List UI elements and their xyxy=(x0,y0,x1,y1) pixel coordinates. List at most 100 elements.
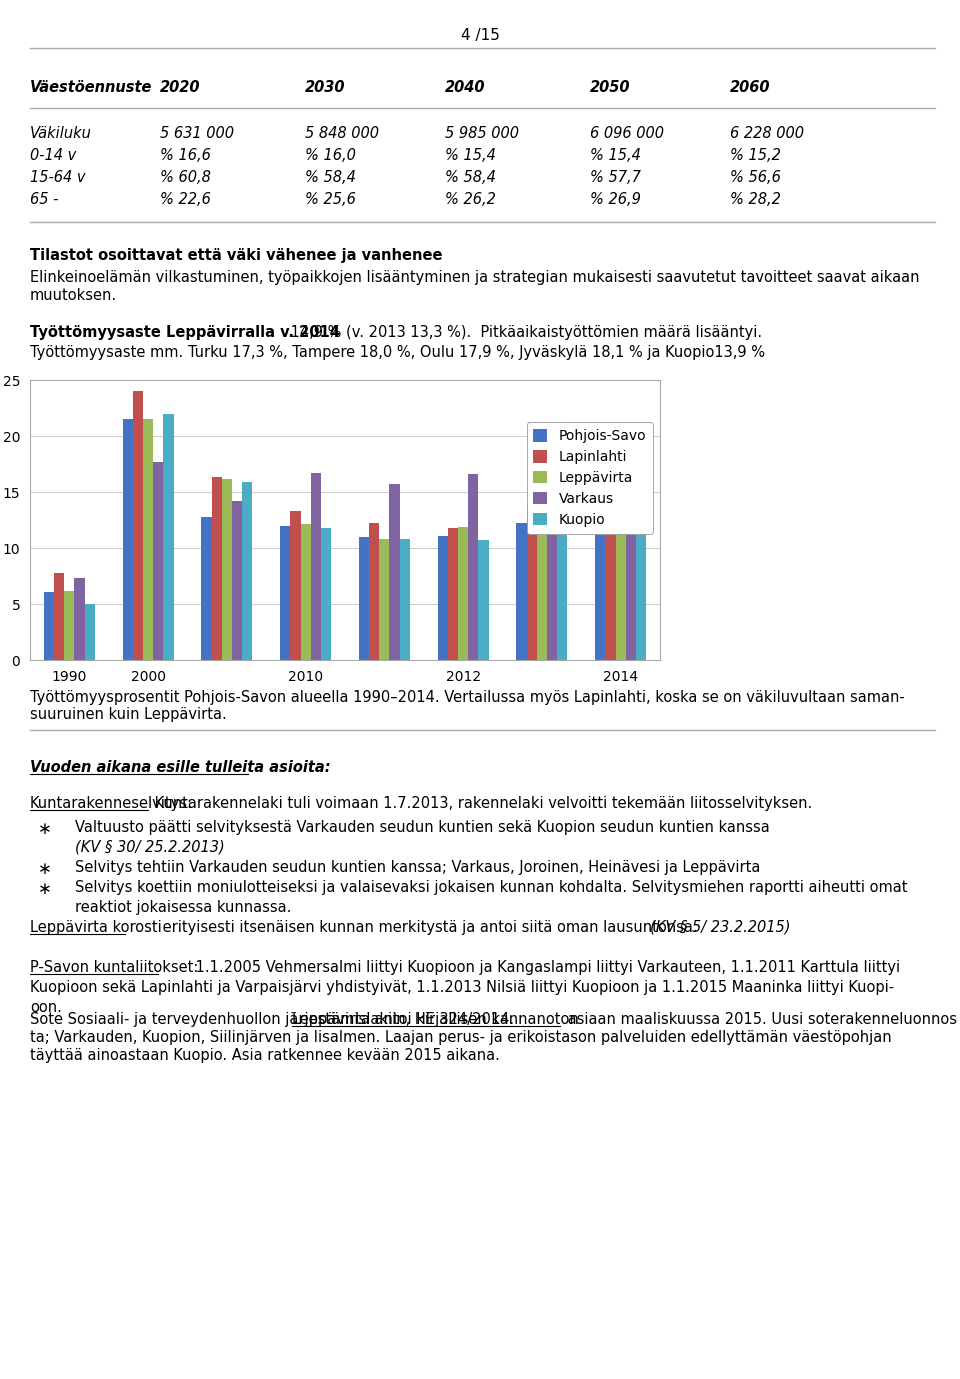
Text: suuruinen kuin Leppävirta.: suuruinen kuin Leppävirta. xyxy=(30,707,227,723)
Text: reaktiot jokaisessa kunnassa.: reaktiot jokaisessa kunnassa. xyxy=(75,900,292,916)
Text: Kuntarakennelaki tuli voimaan 1.7.2013, rakennelaki velvoitti tekemään liitossel: Kuntarakennelaki tuli voimaan 1.7.2013, … xyxy=(150,796,812,811)
Text: 2030: 2030 xyxy=(305,80,346,95)
Bar xyxy=(202,517,211,661)
Text: täyttää ainoastaan Kuopio. Asia ratkennee kevään 2015 aikana.: täyttää ainoastaan Kuopio. Asia ratkenne… xyxy=(30,1048,500,1063)
Bar xyxy=(516,524,526,661)
Text: % 56,6: % 56,6 xyxy=(730,170,780,185)
Text: 5 985 000: 5 985 000 xyxy=(445,125,519,141)
Bar xyxy=(438,535,447,661)
Bar xyxy=(132,392,143,661)
Text: 1.1.2005 Vehmersalmi liittyi Kuopioon ja Kangaslampi liittyi Varkauteen, 1.1.201: 1.1.2005 Vehmersalmi liittyi Kuopioon ja… xyxy=(191,960,900,975)
Bar xyxy=(54,572,64,661)
Text: ∗: ∗ xyxy=(38,880,52,898)
Text: P-Savon kuntaliitokset:: P-Savon kuntaliitokset: xyxy=(30,960,199,975)
Text: Kuntarakenneselvitys:: Kuntarakenneselvitys: xyxy=(30,796,193,811)
Text: 65 -: 65 - xyxy=(30,192,59,207)
Text: Leppävirta antoi kirjallisen kannanoton: Leppävirta antoi kirjallisen kannanoton xyxy=(292,1012,579,1027)
Text: % 15,2: % 15,2 xyxy=(730,148,780,163)
Text: Työttömyysaste Leppävirralla v. 2014: Työttömyysaste Leppävirralla v. 2014 xyxy=(30,325,340,341)
Text: 6 096 000: 6 096 000 xyxy=(590,125,664,141)
Bar xyxy=(547,461,557,661)
Bar xyxy=(232,501,242,661)
Text: Työttömyysprosentit Pohjois-Savon alueella 1990–2014. Vertailussa myös Lapinlaht: Työttömyysprosentit Pohjois-Savon alueel… xyxy=(30,690,904,705)
Text: Vuoden aikana esille tulleita asioita:: Vuoden aikana esille tulleita asioita: xyxy=(30,760,330,775)
Text: ∗: ∗ xyxy=(38,821,52,838)
Bar xyxy=(626,467,636,661)
Bar xyxy=(290,512,300,661)
Bar xyxy=(64,590,75,661)
Text: % 57,7: % 57,7 xyxy=(590,170,641,185)
Bar xyxy=(636,517,646,661)
Text: (KV § 30/ 25.2.2013): (KV § 30/ 25.2.2013) xyxy=(75,840,225,855)
Text: 4 /15: 4 /15 xyxy=(461,28,499,43)
Text: % 22,6: % 22,6 xyxy=(160,192,211,207)
Bar xyxy=(321,528,331,661)
Text: Sosiaali- ja terveydenhuollon järjestämislakiin, HE 324/2014.: Sosiaali- ja terveydenhuollon järjestämi… xyxy=(63,1012,518,1027)
Text: % 26,2: % 26,2 xyxy=(445,192,496,207)
Bar xyxy=(537,520,547,661)
Bar xyxy=(123,419,132,661)
Bar xyxy=(369,524,379,661)
Text: % 26,9: % 26,9 xyxy=(590,192,641,207)
Bar xyxy=(468,474,478,661)
Bar xyxy=(399,539,410,661)
Bar xyxy=(84,604,95,661)
Text: Leppävirta korosti: Leppävirta korosti xyxy=(30,920,161,935)
Bar xyxy=(595,514,605,661)
Text: Väestöennuste: Väestöennuste xyxy=(30,80,153,95)
Bar xyxy=(44,592,54,661)
Bar xyxy=(222,479,232,661)
Text: Kuopioon sekä Lapinlahti ja Varpaisjärvi yhdistyivät, 1.1.2013 Nilsiä liittyi Ku: Kuopioon sekä Lapinlahti ja Varpaisjärvi… xyxy=(30,980,894,996)
Text: ta; Varkauden, Kuopion, Siilinjärven ja Iisalmen. Laajan perus- ja erikoistason : ta; Varkauden, Kuopion, Siilinjärven ja … xyxy=(30,1030,892,1045)
Bar xyxy=(478,541,489,661)
Text: oon.: oon. xyxy=(30,1000,61,1015)
Bar xyxy=(390,484,399,661)
Text: % 15,4: % 15,4 xyxy=(445,148,496,163)
Text: ∗: ∗ xyxy=(38,860,52,878)
Text: Elinkeinoelämän vilkastuminen, työpaikkojen lisääntyminen ja strategian mukaises: Elinkeinoelämän vilkastuminen, työpaikko… xyxy=(30,270,920,285)
Bar xyxy=(447,528,458,661)
Bar xyxy=(615,512,626,661)
Text: Selvitys koettiin moniulotteiseksi ja valaisevaksi jokaisen kunnan kohdalta. Sel: Selvitys koettiin moniulotteiseksi ja va… xyxy=(75,880,907,895)
Text: 2040: 2040 xyxy=(445,80,486,95)
Bar xyxy=(242,481,252,661)
Text: % 15,4: % 15,4 xyxy=(590,148,641,163)
Text: % 16,6: % 16,6 xyxy=(160,148,211,163)
Text: Selvitys tehtiin Varkauden seudun kuntien kanssa; Varkaus, Joroinen, Heinävesi j: Selvitys tehtiin Varkauden seudun kuntie… xyxy=(75,860,760,876)
Text: asiaan maaliskuussa 2015. Uusi soterakenneluonnos ei tunnista Kysteriä. Luonnos : asiaan maaliskuussa 2015. Uusi soteraken… xyxy=(563,1012,960,1027)
Text: 0-14 v: 0-14 v xyxy=(30,148,76,163)
Text: 15-64 v: 15-64 v xyxy=(30,170,85,185)
Text: 6 228 000: 6 228 000 xyxy=(730,125,804,141)
Text: Sote: Sote xyxy=(30,1012,63,1027)
Text: % 28,2: % 28,2 xyxy=(730,192,780,207)
Text: 14,9 % (v. 2013 13,3 %).  Pitkäaikaistyöttömien määrä lisääntyi.: 14,9 % (v. 2013 13,3 %). Pitkäaikaistyöt… xyxy=(286,325,762,341)
Text: % 16,0: % 16,0 xyxy=(305,148,356,163)
Text: Valtuusto päätti selvityksestä Varkauden seudun kuntien sekä Kuopion seudun kunt: Valtuusto päätti selvityksestä Varkauden… xyxy=(75,821,770,836)
Bar xyxy=(143,419,154,661)
Text: % 58,4: % 58,4 xyxy=(305,170,356,185)
Text: 2050: 2050 xyxy=(590,80,631,95)
Text: erityisesti itsenäisen kunnan merkitystä ja antoi siitä oman lausuntonsa.: erityisesti itsenäisen kunnan merkitystä… xyxy=(158,920,703,935)
Text: 5 631 000: 5 631 000 xyxy=(160,125,234,141)
Bar xyxy=(359,536,369,661)
Bar xyxy=(526,506,537,661)
Bar xyxy=(379,539,390,661)
Text: Työttömyysaste mm. Turku 17,3 %, Tampere 18,0 %, Oulu 17,9 %, Jyväskylä 18,1 % j: Työttömyysaste mm. Turku 17,3 %, Tampere… xyxy=(30,345,765,360)
Text: Väkiluku: Väkiluku xyxy=(30,125,92,141)
Text: % 58,4: % 58,4 xyxy=(445,170,496,185)
Bar xyxy=(211,477,222,661)
Bar xyxy=(154,462,163,661)
Text: 2060: 2060 xyxy=(730,80,771,95)
Bar xyxy=(300,524,311,661)
Text: % 25,6: % 25,6 xyxy=(305,192,356,207)
Bar xyxy=(75,578,84,661)
Text: (KV § 5/ 23.2.2015): (KV § 5/ 23.2.2015) xyxy=(650,920,790,935)
Bar xyxy=(458,527,468,661)
Text: Tilastot osoittavat että väki vähenee ja vanhenee: Tilastot osoittavat että väki vähenee ja… xyxy=(30,248,443,263)
Bar xyxy=(557,531,567,661)
Legend: Pohjois-Savo, Lapinlahti, Leppävirta, Varkaus, Kuopio: Pohjois-Savo, Lapinlahti, Leppävirta, Va… xyxy=(526,422,653,534)
Bar xyxy=(311,473,321,661)
Bar xyxy=(280,525,290,661)
Text: 5 848 000: 5 848 000 xyxy=(305,125,379,141)
Text: muutoksen.: muutoksen. xyxy=(30,288,117,303)
